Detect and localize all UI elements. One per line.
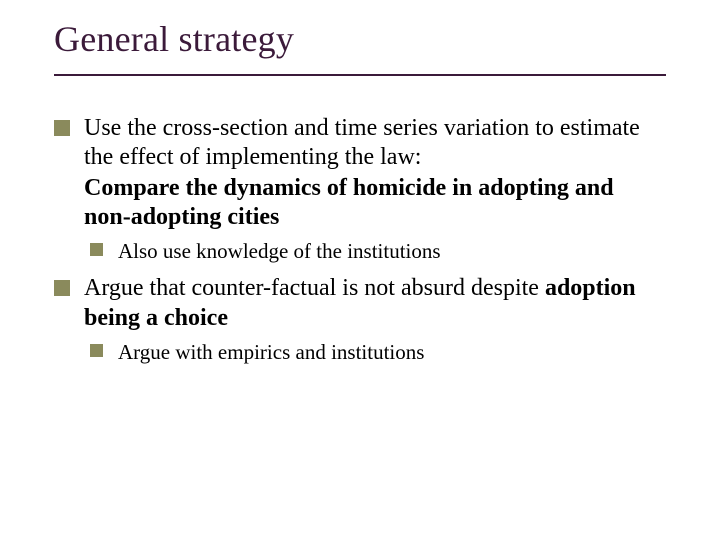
- slide-content: Use the cross-section and time series va…: [54, 114, 666, 375]
- square-bullet-icon: [90, 344, 103, 357]
- list-subitem: Also use knowledge of the institutions: [90, 238, 666, 264]
- list-item-text: Use the cross-section and time series va…: [84, 115, 640, 170]
- list-item-text: Argue that counter-factual is not absurd…: [84, 275, 545, 301]
- list-subitem: Argue with empirics and institutions: [90, 339, 666, 365]
- slide: General strategy Use the cross-section a…: [0, 0, 720, 540]
- list-item: Use the cross-section and time series va…: [54, 114, 666, 232]
- list-item: Argue that counter-factual is not absurd…: [54, 274, 666, 333]
- square-bullet-icon: [54, 120, 70, 136]
- list-item-bold: Compare the dynamics of homicide in adop…: [84, 174, 666, 233]
- slide-title: General strategy: [54, 18, 666, 68]
- title-rule: [54, 74, 666, 76]
- square-bullet-icon: [90, 243, 103, 256]
- square-bullet-icon: [54, 280, 70, 296]
- slide-header: General strategy: [54, 18, 666, 106]
- list-subitem-text: Argue with empirics and institutions: [118, 340, 424, 364]
- list-subitem-text: Also use knowledge of the institutions: [118, 239, 441, 263]
